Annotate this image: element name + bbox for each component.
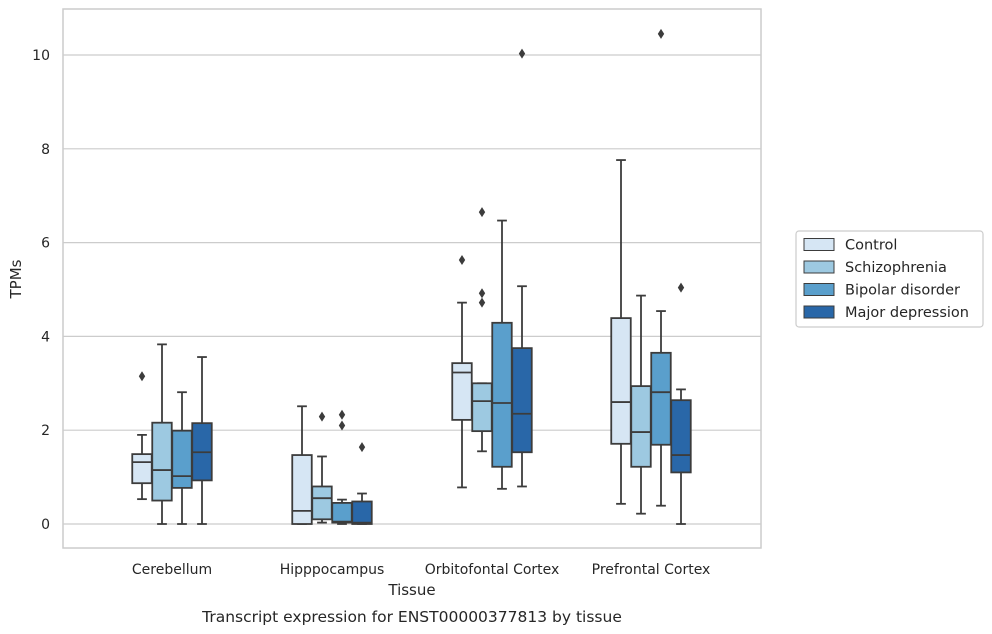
outlier-point: [338, 409, 346, 420]
series-bipolar-disorder: [171, 28, 672, 525]
y-tick-label: 0: [41, 517, 50, 533]
outlier-point: [138, 371, 146, 382]
legend-label: Major depression: [845, 305, 969, 321]
iqr-box: [511, 347, 533, 454]
box-plot-box: [191, 356, 213, 525]
y-tick-label: 8: [41, 142, 50, 158]
legend-frame: [795, 230, 984, 328]
box-plot-box: [351, 442, 373, 525]
outlier-point: [478, 297, 486, 308]
outlier-point: [478, 207, 486, 218]
iqr-box: [650, 351, 672, 446]
x-tick-label: Prefrontal Cortex: [592, 562, 711, 578]
iqr-box: [351, 500, 373, 525]
y-axis-label: TPMs: [7, 259, 25, 299]
chart-caption: Transcript expression for ENST0000037781…: [201, 608, 622, 626]
y-tick-labels: 0 2 4 6 8 10: [32, 48, 50, 533]
series-major-depression: [191, 48, 692, 525]
legend-label: Schizophrenia: [845, 260, 947, 276]
y-tick-label: 10: [32, 48, 50, 64]
x-tick-label: Orbitofontal Cortex: [425, 562, 560, 578]
legend-swatch: [803, 283, 835, 296]
outlier-point: [318, 411, 326, 422]
legend-label: Control: [845, 238, 897, 254]
series-control: [131, 159, 632, 525]
iqr-box: [311, 485, 333, 521]
box-plot-box: [650, 28, 672, 507]
iqr-box: [630, 385, 652, 468]
y-tick-label: 2: [41, 423, 50, 439]
outlier-point: [478, 288, 486, 299]
outlier-point: [677, 282, 685, 293]
outlier-point: [358, 442, 366, 453]
box-plot-box: [610, 159, 632, 505]
x-tick-label: Hipppocampus: [280, 562, 385, 578]
box-plot-box: [311, 411, 333, 524]
outlier-point: [657, 28, 665, 39]
legend-swatch: [803, 238, 835, 251]
legend: Control Schizophrenia Bipolar disorder Majo…: [795, 230, 984, 328]
iqr-box: [471, 382, 493, 433]
x-axis-label: Tissue: [387, 581, 435, 599]
outlier-point: [338, 420, 346, 431]
iqr-box: [491, 321, 513, 468]
iqr-box: [291, 454, 313, 525]
iqr-box: [151, 421, 173, 502]
legend-swatch: [803, 260, 835, 274]
outlier-point: [518, 48, 526, 59]
iqr-box: [670, 399, 692, 474]
y-tick-label: 4: [41, 329, 50, 345]
legend-label: Bipolar disorder: [845, 283, 960, 299]
plot-frame: [62, 8, 762, 549]
outlier-point: [458, 254, 466, 265]
box-series-layer: [131, 28, 692, 525]
box-plot-box: [331, 409, 353, 525]
iqr-box: [610, 317, 632, 445]
box-plot-box: [670, 282, 692, 525]
x-tick-labels: Cerebellum Hipppocampus Orbitofontal Corte…: [132, 562, 710, 578]
iqr-box: [171, 429, 193, 489]
y-tick-label: 6: [41, 236, 50, 252]
box-plot-box: [491, 219, 513, 490]
iqr-box: [131, 453, 153, 485]
box-plot-box: [451, 254, 473, 489]
iqr-box: [331, 501, 353, 524]
x-tick-label: Cerebellum: [132, 562, 212, 578]
legend-swatch: [803, 305, 835, 319]
box-plot-box: [151, 343, 173, 525]
box-plot-box: [511, 48, 533, 488]
